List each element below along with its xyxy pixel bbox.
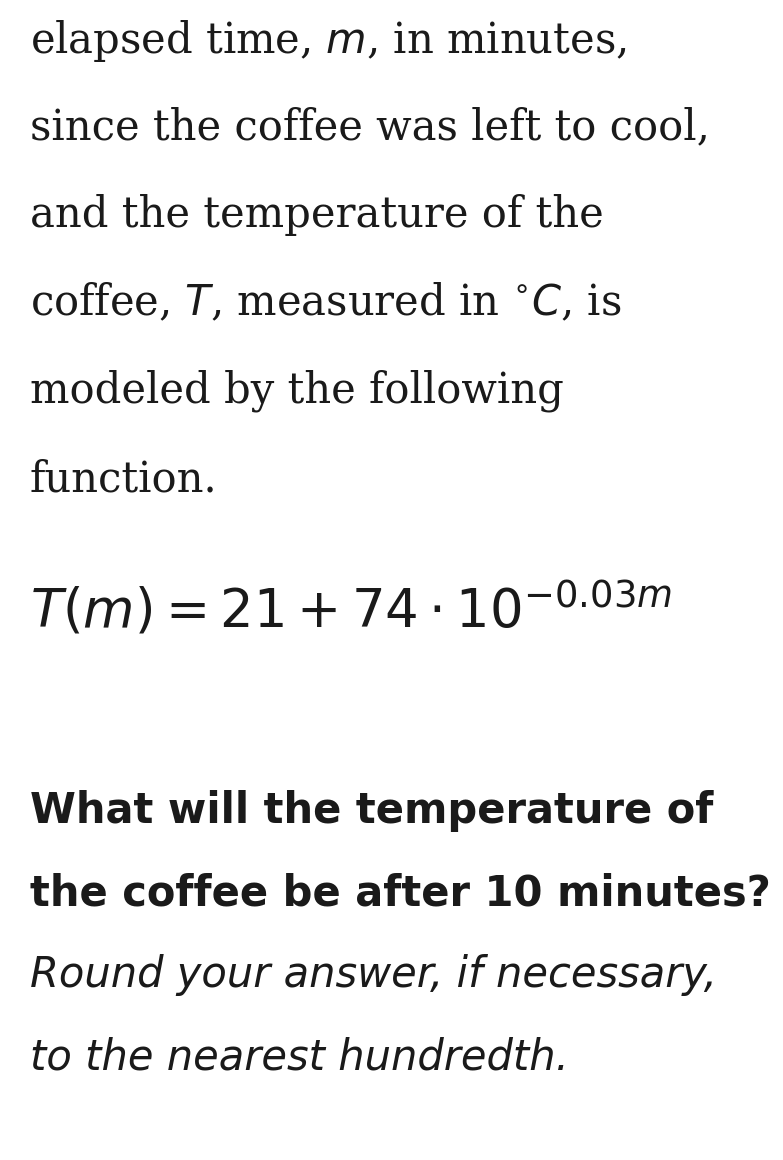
Text: modeled by the following: modeled by the following [30,370,564,413]
Text: coffee, $T$, measured in $^{\circ}C$, is: coffee, $T$, measured in $^{\circ}C$, is [30,282,622,325]
Text: function.: function. [30,458,218,500]
Text: $T(m) = 21 + 74 \cdot 10^{-0.03m}$: $T(m) = 21 + 74 \cdot 10^{-0.03m}$ [30,580,671,638]
Text: since the coffee was left to cool,: since the coffee was left to cool, [30,106,710,148]
Text: the coffee be after 10 minutes?: the coffee be after 10 minutes? [30,872,771,914]
Text: elapsed time, $m$, in minutes,: elapsed time, $m$, in minutes, [30,19,626,64]
Text: What will the temperature of: What will the temperature of [30,790,713,832]
Text: and the temperature of the: and the temperature of the [30,194,604,235]
Text: to the nearest hundredth.: to the nearest hundredth. [30,1036,569,1078]
Text: Round your answer, if necessary,: Round your answer, if necessary, [30,954,717,996]
